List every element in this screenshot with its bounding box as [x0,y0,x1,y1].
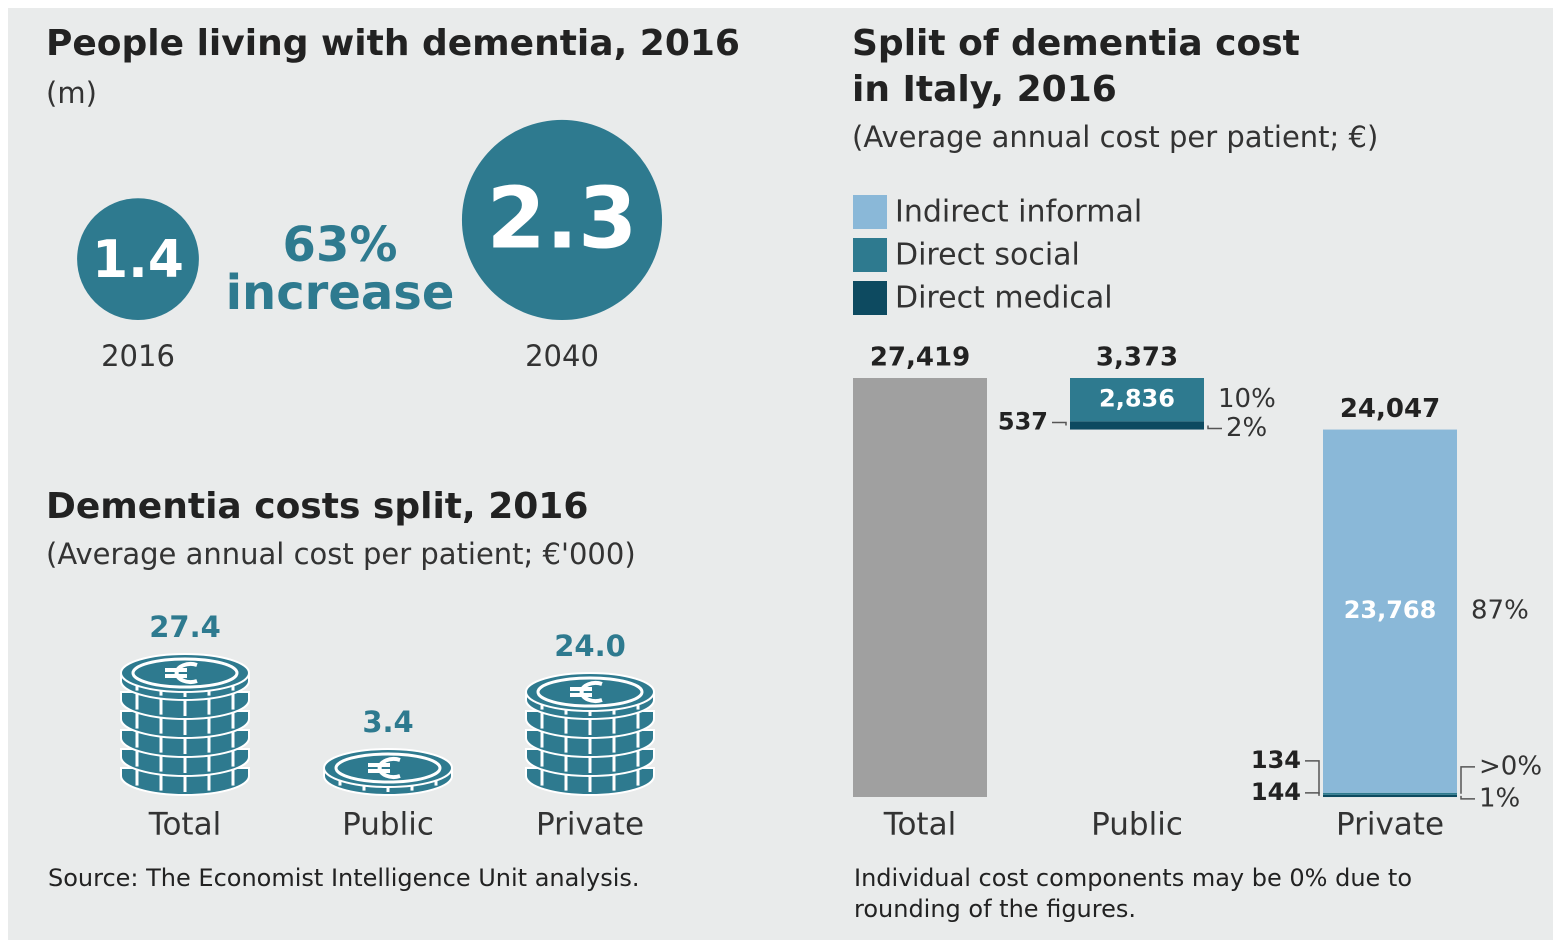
background [8,8,1553,940]
value-label: 24.0 [554,629,626,663]
bar-segment [1323,794,1457,798]
euro-icon [368,757,401,779]
value-label: 23,768 [1344,596,1437,624]
coin-rim [131,657,239,689]
euro-icon [165,662,198,684]
bubble-label: 2.3 [487,169,638,268]
value-label: 537 [998,407,1048,435]
chart-title: in Italy, 2016 [852,69,1117,110]
bubble [77,198,199,320]
source: Source: The Economist Intelligence Unit … [48,864,640,892]
category-label: Private [1336,807,1444,843]
legend-swatch [853,281,887,315]
category-label: Private [536,807,644,843]
coin-top [525,672,655,712]
category-label: Public [1091,807,1183,843]
bar [853,378,987,797]
value-label: 27.4 [149,610,221,644]
value-label: 2,836 [1099,385,1175,413]
coin-stack [525,672,655,796]
share-label: 1% [1479,783,1520,813]
annotation: increase [226,265,455,321]
total-label: 27,419 [870,343,970,373]
leader-line [1207,425,1222,430]
category-label: Public [342,807,434,843]
chart-subtitle: (m) [46,76,97,110]
total-label: 3,373 [1096,343,1178,373]
coin-rim [334,752,442,784]
leader-line [1305,760,1320,794]
value-label: 134 [1251,746,1301,774]
coin-stack [120,653,250,796]
total-label: 24,047 [1340,394,1440,424]
chart-title: People living with dementia, 2016 [46,23,740,64]
bar-segment [1070,421,1204,430]
annotation: 63% [283,217,398,273]
coin-top [120,653,250,693]
legend-swatch [853,195,887,229]
legend-label: Direct medical [895,281,1113,316]
leader-line [1460,766,1475,794]
bubble [461,119,663,320]
euro-icon [570,681,603,703]
share-label: >0% [1479,751,1542,781]
share-label: 10% [1218,384,1276,414]
share-label: 2% [1226,413,1267,443]
note: Individual cost components may be 0% due… [854,864,1412,892]
coin-stack [323,748,453,796]
category-label: Total [883,807,956,843]
legend-swatch [853,238,887,272]
category-label: 2016 [101,339,175,373]
chart-subtitle: (Average annual cost per patient; €'000) [46,537,636,571]
legend-label: Indirect informal [895,195,1142,230]
note: rounding of the figures. [854,895,1136,923]
bubble-label: 1.4 [92,230,184,290]
value-label: 3.4 [362,705,413,739]
value-label: 144 [1251,778,1301,806]
share-label: 87% [1471,596,1529,626]
category-label: Total [148,807,221,843]
bar-segment [1070,378,1204,422]
category-label: 2040 [525,339,599,373]
chart-subtitle: (Average annual cost per patient; €) [852,120,1378,154]
leader-line [1052,421,1067,426]
chart-title: Dementia costs split, 2016 [46,486,588,527]
coin-top [323,748,453,788]
chart-title: Split of dementia cost [852,23,1300,64]
bar-segment [1323,429,1457,793]
coin-rim [536,676,644,708]
leader-line [1460,795,1475,800]
legend-label: Direct social [895,238,1080,273]
bar-segment [1323,792,1457,795]
